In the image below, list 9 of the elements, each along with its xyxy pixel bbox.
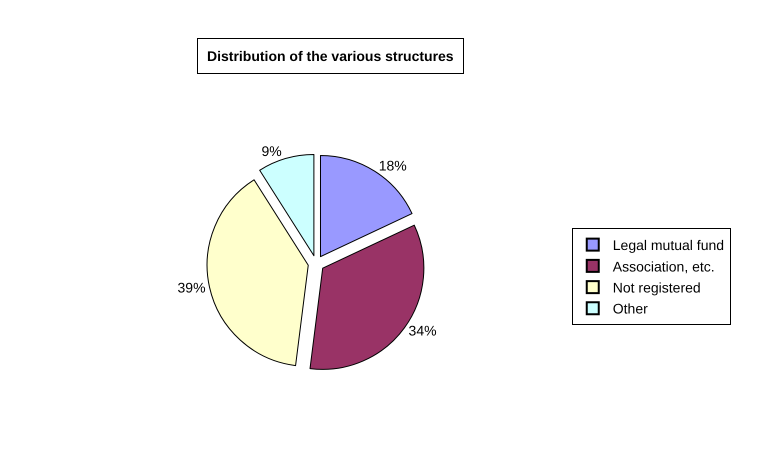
legend-label: Not registered <box>612 280 701 296</box>
data-label: 9% <box>261 143 282 160</box>
legend-label: Association, etc. <box>612 258 715 274</box>
data-label: 39% <box>178 280 206 296</box>
legend-label: Other <box>612 300 648 317</box>
data-label: 18% <box>378 158 407 174</box>
legend-label: Legal mutual fund <box>612 237 724 254</box>
chart-title: Distribution of the various structures <box>207 48 454 64</box>
data-label: 34% <box>408 322 437 338</box>
